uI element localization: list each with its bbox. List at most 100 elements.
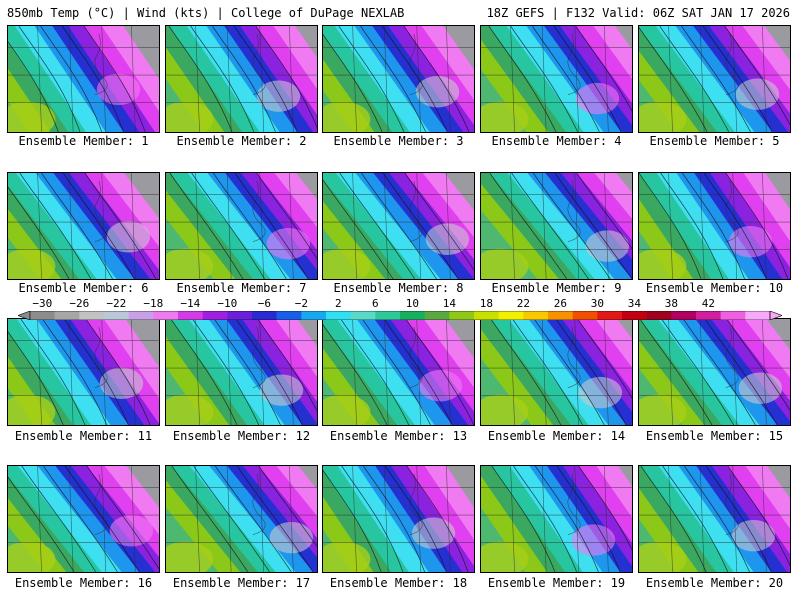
ensemble-member-map <box>165 172 318 280</box>
temperature-map <box>481 319 632 425</box>
ensemble-member-label: Ensemble Member: 7 <box>176 281 307 295</box>
ensemble-member-label: Ensemble Member: 1 <box>18 134 149 148</box>
temperature-map <box>166 26 317 132</box>
colorbar-tick-label: 22 <box>516 297 530 310</box>
ensemble-member-map <box>7 465 160 573</box>
ensemble-member-label: Ensemble Member: 6 <box>18 281 149 295</box>
ensemble-member-map <box>322 318 475 426</box>
colorbar-segment <box>720 311 746 320</box>
colorbar-graphic <box>18 311 782 320</box>
temperature-map <box>639 319 790 425</box>
ensemble-member-label: Ensemble Member: 20 <box>645 576 784 590</box>
colorbar-segment <box>646 311 672 320</box>
ensemble-member-label: Ensemble Member: 17 <box>172 576 311 590</box>
model-run-info: 18Z GEFS | F132 Valid: 06Z SAT JAN 17 20… <box>486 6 790 20</box>
ensemble-member-label: Ensemble Member: 2 <box>176 134 307 148</box>
colorbar-segment <box>178 311 203 320</box>
colorbar-segment <box>572 311 598 320</box>
colorbar-tick-label: 10 <box>405 297 419 310</box>
ensemble-member-map <box>638 318 791 426</box>
colorbar-tick-label: 34 <box>627 297 641 310</box>
ensemble-member-map <box>322 25 475 133</box>
colorbar-segment <box>227 311 253 320</box>
colorbar-segment <box>30 311 55 320</box>
colorbar-segment <box>449 311 475 320</box>
colorbar-tick-label: −10 <box>217 297 238 310</box>
ensemble-member-map <box>165 318 318 426</box>
colorbar-tick-label: 18 <box>479 297 493 310</box>
ensemble-member-map <box>480 465 633 573</box>
ensemble-member-label: Ensemble Member: 5 <box>649 134 780 148</box>
temperature-map <box>323 466 474 572</box>
colorbar-segment <box>54 311 80 320</box>
colorbar-tick-labels: −30 −26 −22 −18 −14 −10 −6 −2 2 6 10 14 18 22 26 30 34 38… <box>0 298 800 310</box>
colorbar-segment <box>128 311 154 320</box>
ensemble-member-label: Ensemble Member: 8 <box>333 281 464 295</box>
ensemble-member-map <box>480 25 633 133</box>
temperature-map <box>166 173 317 279</box>
temperature-map <box>8 319 159 425</box>
ensemble-member-map <box>165 465 318 573</box>
colorbar-segment <box>424 311 450 320</box>
colorbar-segment <box>548 311 573 320</box>
colorbar-tick-label: −26 <box>69 297 90 310</box>
temperature-map <box>8 173 159 279</box>
ensemble-member-map <box>480 172 633 280</box>
temperature-map <box>8 26 159 132</box>
temperature-map <box>481 173 632 279</box>
colorbar-segment <box>622 311 647 320</box>
ensemble-member-label: Ensemble Member: 3 <box>333 134 464 148</box>
ensemble-member-map <box>638 172 791 280</box>
colorbar-segment <box>104 311 129 320</box>
ensemble-member-map <box>638 465 791 573</box>
ensemble-member-label: Ensemble Member: 18 <box>329 576 468 590</box>
colorbar-segment <box>474 311 499 320</box>
ensemble-member-label: Ensemble Member: 11 <box>14 429 153 443</box>
ensemble-member-map <box>165 25 318 133</box>
ensemble-member-map <box>480 318 633 426</box>
ensemble-member-label: Ensemble Member: 15 <box>645 429 784 443</box>
temperature-map <box>323 319 474 425</box>
colorbar-segment <box>252 311 277 320</box>
ensemble-member-label: Ensemble Member: 4 <box>491 134 622 148</box>
colorbar-segment <box>375 311 401 320</box>
colorbar-tick-label: −2 <box>294 297 308 310</box>
ensemble-member-map <box>7 318 160 426</box>
temperature-map <box>639 26 790 132</box>
colorbar-segment <box>745 311 771 320</box>
colorbar-segment <box>498 311 524 320</box>
temperature-map <box>166 319 317 425</box>
ensemble-member-label: Ensemble Member: 16 <box>14 576 153 590</box>
ensemble-member-map <box>638 25 791 133</box>
colorbar-segment <box>202 311 228 320</box>
colorbar-tick-label: 2 <box>335 297 342 310</box>
colorbar-segment <box>301 311 327 320</box>
ensemble-member-label: Ensemble Member: 14 <box>487 429 626 443</box>
colorbar-tick-label: 26 <box>553 297 567 310</box>
map-title: 850mb Temp (°C) | Wind (kts) | College o… <box>7 6 405 20</box>
colorbar-tick-label: 38 <box>664 297 678 310</box>
colorbar-segment <box>597 311 623 320</box>
ensemble-member-map <box>7 172 160 280</box>
temperature-map <box>481 26 632 132</box>
colorbar-tick-label: −30 <box>32 297 53 310</box>
ensemble-member-label: Ensemble Member: 9 <box>491 281 622 295</box>
colorbar-tick-label: −22 <box>106 297 127 310</box>
colorbar-segment <box>400 311 425 320</box>
temperature-map <box>639 173 790 279</box>
colorbar-segment <box>276 311 302 320</box>
ensemble-member-map <box>7 25 160 133</box>
colorbar-tick-label: 6 <box>372 297 379 310</box>
ensemble-member-label: Ensemble Member: 10 <box>645 281 784 295</box>
temperature-map <box>323 26 474 132</box>
ensemble-member-map <box>322 465 475 573</box>
colorbar-segment <box>326 311 351 320</box>
temperature-map <box>323 173 474 279</box>
colorbar-tick-label: 42 <box>701 297 715 310</box>
colorbar-tick-label: −6 <box>257 297 271 310</box>
ensemble-member-map <box>322 172 475 280</box>
ensemble-member-label: Ensemble Member: 13 <box>329 429 468 443</box>
ensemble-member-label: Ensemble Member: 12 <box>172 429 311 443</box>
colorbar-segment <box>79 311 105 320</box>
ensemble-member-label: Ensemble Member: 19 <box>487 576 626 590</box>
